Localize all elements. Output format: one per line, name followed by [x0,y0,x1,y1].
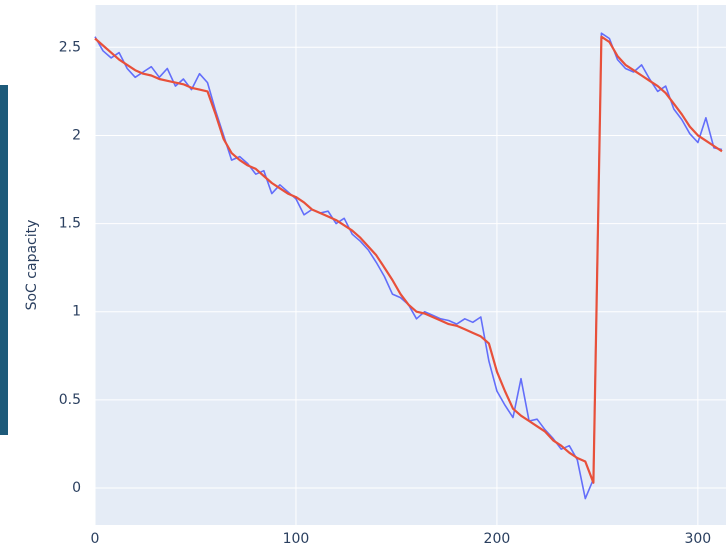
x-tick-label: 300 [684,531,711,547]
y-tick-label: 0.5 [59,392,81,408]
y-tick-label: 1 [72,304,81,320]
side-panel-edge [0,85,8,435]
x-tick-label: 100 [283,531,310,547]
y-axis-label: SoC capacity [24,220,40,311]
y-tick-label: 2.5 [59,39,81,55]
x-tick-label: 200 [484,531,511,547]
y-tick-label: 1.5 [59,216,81,232]
page: {"chart_data": {"type": "line", "y_label… [0,0,726,547]
y-tick-label: 0 [72,480,81,496]
plot-background [95,5,726,525]
chart: SoC capacity 0 0.5 1 1.5 2 2.5 0 100 200 300 [0,0,726,547]
y-tick-label: 2 [72,127,81,143]
x-tick-label: 0 [91,531,100,547]
